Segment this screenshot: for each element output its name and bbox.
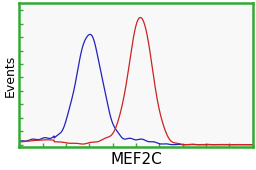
Y-axis label: Events: Events — [4, 54, 16, 97]
X-axis label: MEF2C: MEF2C — [110, 151, 162, 167]
